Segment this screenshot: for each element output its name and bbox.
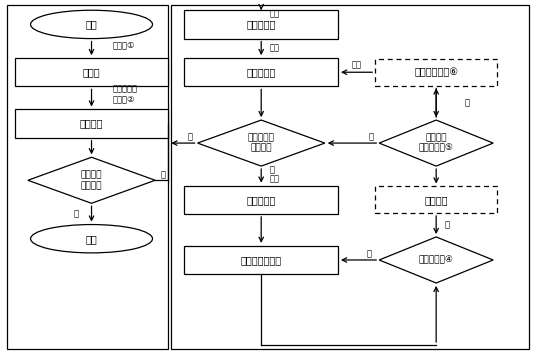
Text: 种子面: 种子面	[83, 67, 100, 77]
Text: 当前扩展边: 当前扩展边	[246, 195, 276, 205]
Text: 否: 否	[367, 249, 372, 258]
Text: 出栈: 出栈	[269, 174, 279, 183]
FancyBboxPatch shape	[184, 246, 338, 274]
Text: 提取起始扩
展元素②: 提取起始扩 展元素②	[113, 85, 138, 104]
FancyBboxPatch shape	[184, 10, 338, 39]
Polygon shape	[28, 157, 155, 203]
Text: 是: 是	[369, 132, 374, 141]
Text: 出栈: 出栈	[269, 9, 279, 18]
FancyBboxPatch shape	[14, 110, 168, 138]
Text: 否: 否	[160, 170, 165, 180]
FancyBboxPatch shape	[375, 186, 497, 213]
Text: 开始: 开始	[86, 19, 98, 29]
FancyBboxPatch shape	[14, 58, 168, 86]
Text: 待扩展边栈
是否为空: 待扩展边栈 是否为空	[248, 134, 274, 153]
Text: 否: 否	[269, 166, 274, 175]
Text: 是: 是	[73, 210, 78, 218]
Text: 扩展得到其邻面: 扩展得到其邻面	[240, 255, 282, 265]
Text: 是: 是	[444, 221, 449, 230]
Text: 入栈: 入栈	[352, 61, 361, 70]
Text: 是否扩展
到终止元素⑤: 是否扩展 到终止元素⑤	[418, 134, 454, 153]
FancyBboxPatch shape	[375, 59, 497, 86]
Text: 入栈: 入栈	[269, 44, 279, 53]
Text: 种子边栈
是否为空: 种子边栈 是否为空	[81, 171, 102, 190]
FancyBboxPatch shape	[184, 186, 338, 214]
Polygon shape	[198, 120, 325, 166]
Text: 待扩展边栈: 待扩展边栈	[246, 67, 276, 77]
Ellipse shape	[30, 10, 152, 39]
Text: 特征面列: 特征面列	[424, 195, 448, 205]
Text: 否: 否	[465, 98, 470, 107]
FancyBboxPatch shape	[184, 58, 338, 86]
Text: 种子边栈: 种子边栈	[80, 119, 103, 129]
Text: 初试化①: 初试化①	[113, 40, 135, 49]
Text: 当前种子边: 当前种子边	[246, 19, 276, 29]
Text: 是: 是	[187, 132, 192, 141]
Ellipse shape	[30, 225, 152, 253]
Polygon shape	[379, 237, 493, 283]
Text: 提取可扩展边⑥: 提取可扩展边⑥	[414, 67, 458, 77]
Text: 是否可扩展④: 是否可扩展④	[418, 256, 454, 265]
Polygon shape	[379, 120, 493, 166]
Text: 结束: 结束	[86, 234, 98, 244]
